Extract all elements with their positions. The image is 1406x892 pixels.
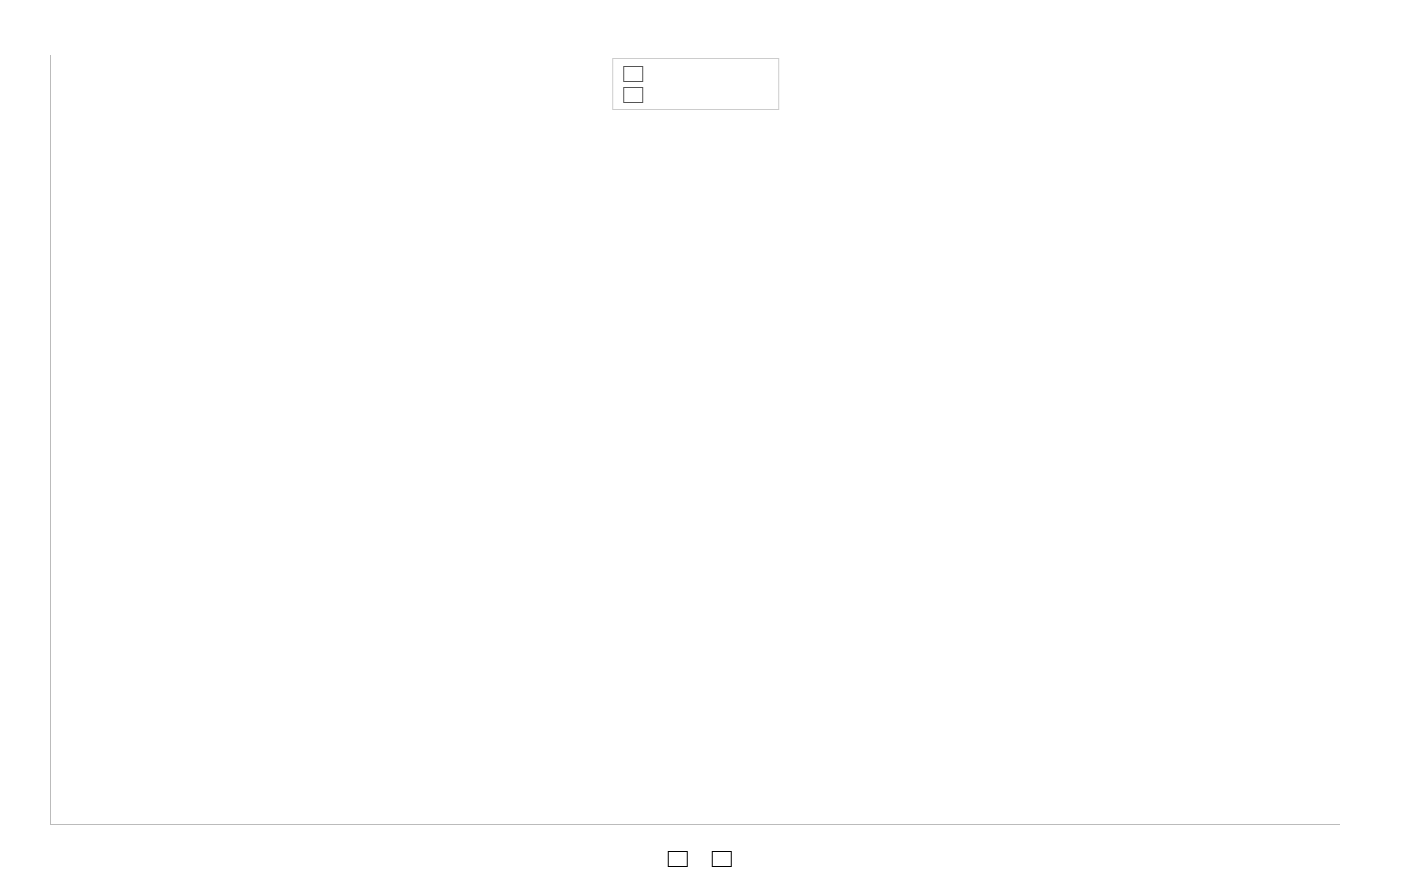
legend-swatch-b	[623, 87, 643, 103]
series-legend	[653, 850, 737, 868]
correlation-legend	[612, 58, 780, 110]
legend-swatch-a	[667, 851, 687, 867]
legend-row	[623, 84, 769, 105]
legend-swatch-a	[623, 66, 643, 82]
legend-swatch-b	[712, 851, 732, 867]
plot-area	[50, 55, 1340, 825]
scatter-svg	[51, 55, 1340, 824]
legend-row	[623, 63, 769, 84]
